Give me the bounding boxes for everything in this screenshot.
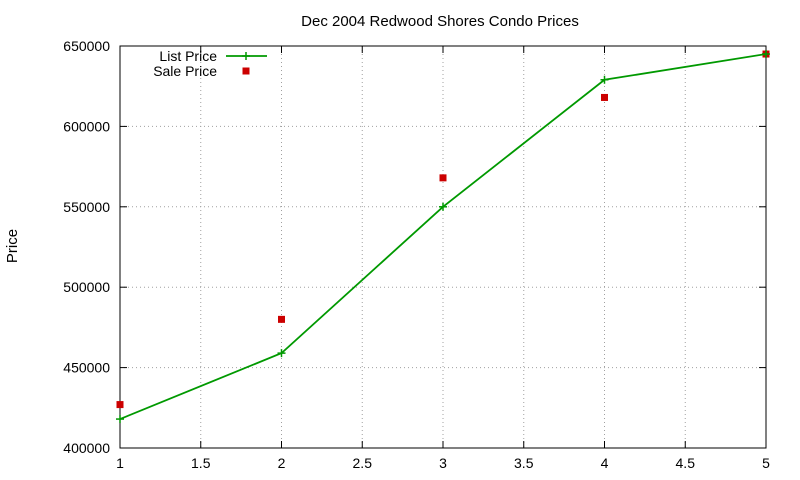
y-tick-label: 400000 [63,440,110,456]
x-tick-label: 2.5 [353,455,373,471]
sale-price-point [278,315,285,323]
legend-label: List Price [159,48,217,64]
y-tick-label: 650000 [63,38,110,54]
y-tick-label: 500000 [63,279,110,295]
list-price-point [762,50,770,59]
x-tick-label: 3.5 [514,455,534,471]
list-price-point [116,415,124,424]
y-axis-label: Price [4,229,21,263]
x-tick-label: 2 [278,455,286,471]
legend-label: Sale Price [153,63,217,79]
x-tick-label: 5 [762,455,770,471]
x-tick-label: 4 [601,455,609,471]
x-tick-label: 1.5 [191,455,211,471]
sale-price-point [601,93,608,101]
x-tick-label: 4.5 [676,455,696,471]
legend-square-marker [242,67,250,75]
sale-price-point [439,174,447,182]
list-price-point [277,349,286,358]
legend-plus-marker [242,52,250,60]
y-tick-label: 550000 [63,199,110,215]
x-tick-label: 3 [439,455,447,471]
x-tick-label: 1 [116,455,124,471]
chart-title: Dec 2004 Redwood Shores Condo Prices [301,13,579,30]
tick-labels: 1 1.5 2 2.5 3 3.5 4 4.5 5 400000 450000 500000 55000… [63,38,770,471]
grid [120,46,766,448]
series-layer [116,50,770,424]
y-tick-label: 600000 [63,118,110,134]
sale-price-point [116,401,124,409]
y-tick-label: 450000 [63,360,110,376]
list-price-point [600,75,609,84]
list-price-point [439,202,447,211]
